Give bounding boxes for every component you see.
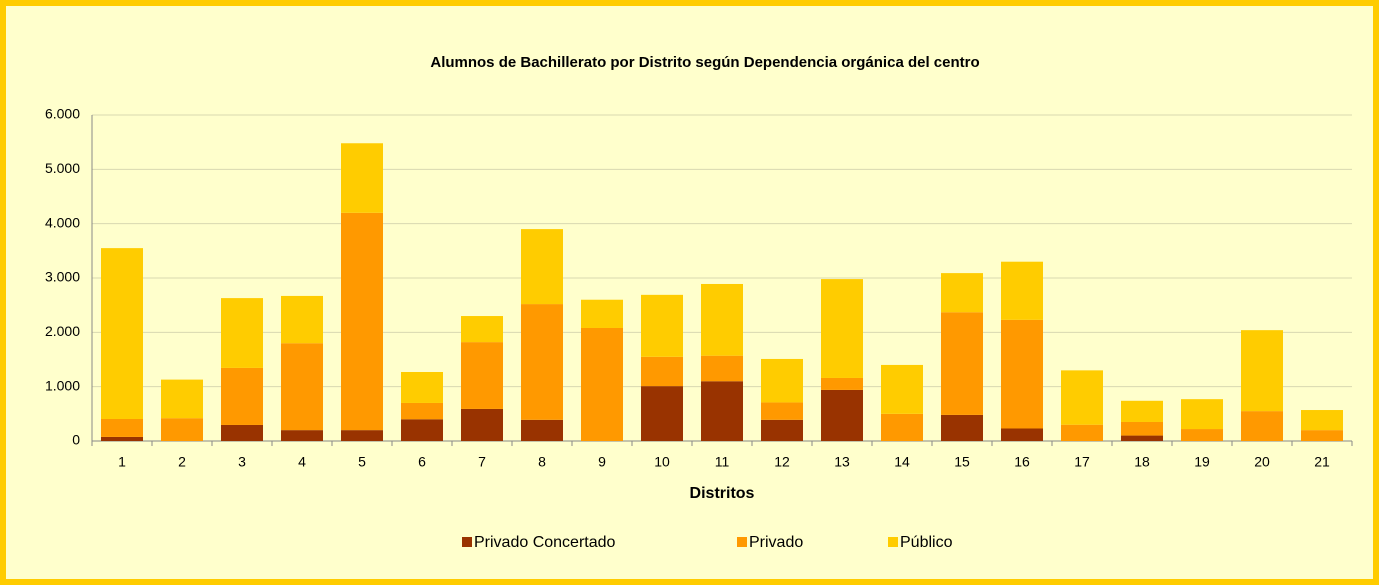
x-tick-label: 1 <box>118 454 126 470</box>
bar-segment <box>341 143 383 213</box>
bar-segment <box>101 248 143 419</box>
x-tick-label: 20 <box>1254 454 1270 470</box>
legend-label: Público <box>900 534 953 551</box>
x-tick-label: 8 <box>538 454 546 470</box>
bar-segment <box>881 413 923 441</box>
bar-segment <box>641 386 683 441</box>
bar-segment <box>581 299 623 328</box>
bar-segment <box>221 367 263 425</box>
bar-segment <box>941 312 983 415</box>
bar-segment <box>1001 261 1043 320</box>
bar-segment <box>581 327 623 441</box>
x-tick-label: 11 <box>715 454 730 470</box>
y-tick-label: 4.000 <box>45 214 80 230</box>
x-tick-label: 14 <box>894 454 910 470</box>
legend-label: Privado Concertado <box>474 534 616 551</box>
bar-segment <box>1181 429 1223 441</box>
bar-segment <box>1181 399 1223 430</box>
bar-segment <box>821 279 863 378</box>
bar-segment <box>701 283 743 356</box>
x-tick-label: 10 <box>654 454 670 470</box>
bar-segment <box>1301 410 1343 431</box>
bar-segment <box>1121 400 1163 422</box>
bar-segment <box>461 342 503 409</box>
x-axis-label: Distritos <box>690 485 755 502</box>
legend-swatch <box>462 537 472 547</box>
bar-segment <box>101 418 143 437</box>
y-tick-label: 2.000 <box>45 323 80 339</box>
x-tick-label: 2 <box>178 454 186 470</box>
bar-segment <box>1241 411 1283 441</box>
x-tick-label: 18 <box>1134 454 1150 470</box>
bar-segment <box>761 419 803 441</box>
bar-segment <box>1001 428 1043 441</box>
bar-segment <box>401 402 443 420</box>
legend-swatch <box>888 537 898 547</box>
chart-title: Alumnos de Bachillerato por Distrito seg… <box>430 54 979 71</box>
x-tick-label: 6 <box>418 454 426 470</box>
x-tick-label: 21 <box>1314 454 1330 470</box>
bar-segment <box>341 430 383 441</box>
x-tick-label: 4 <box>298 454 306 470</box>
bar-segment <box>281 295 323 344</box>
bar-segment <box>161 379 203 419</box>
y-tick-label: 6.000 <box>45 106 80 122</box>
x-tick-label: 5 <box>358 454 366 470</box>
bar-segment <box>101 436 143 441</box>
bar-segment <box>1121 435 1163 441</box>
x-tick-label: 19 <box>1194 454 1210 470</box>
bar-segment <box>1061 370 1103 425</box>
x-tick-label: 17 <box>1074 454 1090 470</box>
y-tick-label: 0 <box>72 432 80 448</box>
legend-label: Privado <box>749 534 803 551</box>
bar-segment <box>1301 430 1343 441</box>
bar-segment <box>461 408 503 441</box>
bar-segment <box>521 419 563 441</box>
bar-segment <box>701 355 743 382</box>
bar-segment <box>281 343 323 431</box>
bar-segment <box>641 356 683 387</box>
x-tick-label: 7 <box>478 454 486 470</box>
bar-segment <box>761 402 803 420</box>
bar-segment <box>1001 319 1043 429</box>
bar-segment <box>641 294 683 357</box>
x-tick-label: 3 <box>238 454 246 470</box>
bar-segment <box>941 414 983 441</box>
bar-segment <box>401 371 443 403</box>
bar-segment <box>821 389 863 441</box>
y-tick-label: 3.000 <box>45 269 80 285</box>
x-tick-label: 13 <box>834 454 850 470</box>
bar-segment <box>1121 421 1163 436</box>
x-tick-label: 12 <box>774 454 790 470</box>
bar-segment <box>281 430 323 441</box>
bar-segment <box>701 381 743 441</box>
x-tick-label: 15 <box>954 454 970 470</box>
bar-segment <box>221 424 263 441</box>
x-tick-label: 16 <box>1014 454 1030 470</box>
bar-segment <box>221 298 263 368</box>
bar-segment <box>401 419 443 441</box>
bar-segment <box>881 364 923 414</box>
bar-segment <box>821 377 863 390</box>
bar-segment <box>1241 330 1283 412</box>
y-tick-label: 5.000 <box>45 160 80 176</box>
legend-swatch <box>737 537 747 547</box>
x-tick-label: 9 <box>598 454 606 470</box>
y-tick-label: 1.000 <box>45 377 80 393</box>
bar-segment <box>1061 424 1103 441</box>
bar-segment <box>341 212 383 431</box>
bar-segment <box>461 316 503 343</box>
bar-segment <box>521 304 563 420</box>
bar-segment <box>761 358 803 403</box>
bar-segment <box>521 229 563 305</box>
bar-segment <box>941 273 983 313</box>
bar-segment <box>161 418 203 441</box>
